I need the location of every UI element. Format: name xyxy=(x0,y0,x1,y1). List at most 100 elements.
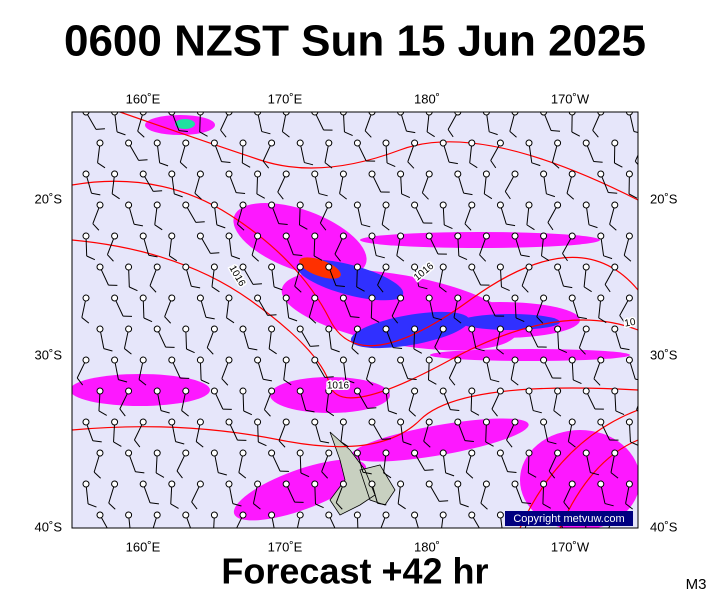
barb-staff xyxy=(257,114,263,132)
barb-feather xyxy=(381,224,390,231)
barb-staff xyxy=(358,393,368,409)
lon-label: 160˚E xyxy=(126,539,161,554)
barb-station xyxy=(325,201,333,209)
barb-station xyxy=(296,201,304,209)
barb-station xyxy=(568,170,576,178)
wind-barb xyxy=(210,387,232,410)
barb-feather xyxy=(548,470,556,479)
barb-feather xyxy=(593,378,601,386)
barb-staff xyxy=(485,424,487,443)
barb-feather xyxy=(594,408,604,410)
barb-station xyxy=(496,325,504,333)
lat-label: 20˚S xyxy=(650,191,678,206)
barb-station xyxy=(582,201,590,209)
wind-barb xyxy=(168,170,183,198)
barb-feather xyxy=(107,254,114,262)
barb-feather xyxy=(119,408,126,417)
barb-station xyxy=(439,449,447,457)
barb-feather xyxy=(551,130,561,132)
barb-feather xyxy=(625,503,633,510)
barb-staff xyxy=(335,486,343,503)
wind-barb xyxy=(625,170,638,199)
barb-staff xyxy=(168,238,172,256)
wind-barb xyxy=(597,480,614,507)
wind-barb xyxy=(464,201,476,231)
barb-staff xyxy=(321,455,329,472)
barb-staff xyxy=(199,114,201,133)
barb-station xyxy=(282,356,290,364)
barb-feather xyxy=(464,223,472,231)
barb-feather xyxy=(326,410,335,417)
barb-feather xyxy=(396,255,405,262)
barb-staff xyxy=(423,424,429,442)
wind-barb xyxy=(548,449,562,479)
barb-staff xyxy=(200,300,207,318)
barb-feather xyxy=(331,348,340,353)
barb-feather xyxy=(345,379,355,384)
barb-feather xyxy=(98,410,107,416)
barb-feather xyxy=(308,316,317,324)
barb-staff xyxy=(541,238,544,256)
wind-barb xyxy=(353,387,377,409)
wind-barb xyxy=(465,449,476,479)
barb-staff xyxy=(491,393,500,410)
barb-feather xyxy=(426,131,435,138)
barb-feather xyxy=(137,130,145,138)
barb-station xyxy=(397,480,405,488)
barb-feather xyxy=(108,284,118,286)
barb-station xyxy=(425,170,433,178)
barb-feather xyxy=(153,190,163,192)
barb-feather xyxy=(485,441,494,447)
barb-staff xyxy=(158,331,167,348)
barb-staff xyxy=(629,424,631,442)
barb-feather xyxy=(231,255,241,260)
barb-feather xyxy=(324,376,334,378)
wind-barb xyxy=(482,294,505,317)
barb-staff xyxy=(256,176,258,195)
barb-station xyxy=(339,170,347,178)
wind-barb xyxy=(168,418,185,445)
barb-staff xyxy=(553,393,558,411)
barb-feather xyxy=(615,410,625,416)
barb-station xyxy=(439,201,447,209)
wind-barb xyxy=(339,170,347,200)
barb-feather xyxy=(251,254,260,262)
barb-staff xyxy=(464,207,472,224)
barb-station xyxy=(153,201,161,209)
barb-staff xyxy=(100,331,105,349)
barb-feather xyxy=(482,528,491,535)
wind-barb xyxy=(353,201,371,228)
wind-barb xyxy=(609,201,619,231)
barb-station xyxy=(225,232,233,240)
barb-staff xyxy=(544,114,552,131)
barb-staff xyxy=(586,207,590,225)
barb-staff xyxy=(483,176,487,194)
barb-station xyxy=(554,201,562,209)
lon-label: 170˚W xyxy=(551,539,590,554)
wind-barb xyxy=(553,387,562,417)
barb-feather xyxy=(356,286,365,292)
wind-barb xyxy=(566,170,576,200)
barb-staff xyxy=(443,145,450,163)
barb-feather xyxy=(116,131,126,136)
barb-feather xyxy=(463,192,473,196)
barb-feather xyxy=(277,191,284,200)
wind-barb xyxy=(482,418,494,447)
barb-staff xyxy=(625,486,630,504)
barb-feather xyxy=(506,223,516,227)
barb-station xyxy=(225,294,233,302)
barb-feather xyxy=(418,286,428,290)
barb-staff xyxy=(510,362,515,380)
barb-staff xyxy=(87,114,97,130)
barb-feather xyxy=(475,348,485,352)
barb-staff xyxy=(428,362,430,381)
barb-station xyxy=(382,387,390,395)
barb-staff xyxy=(281,114,287,132)
wind-barb xyxy=(325,511,338,528)
barb-station xyxy=(568,356,576,364)
barb-feather xyxy=(444,224,453,230)
barb-feather xyxy=(377,534,386,541)
wind-barb xyxy=(325,387,335,417)
barb-staff xyxy=(271,269,275,287)
barb-station xyxy=(511,170,519,178)
